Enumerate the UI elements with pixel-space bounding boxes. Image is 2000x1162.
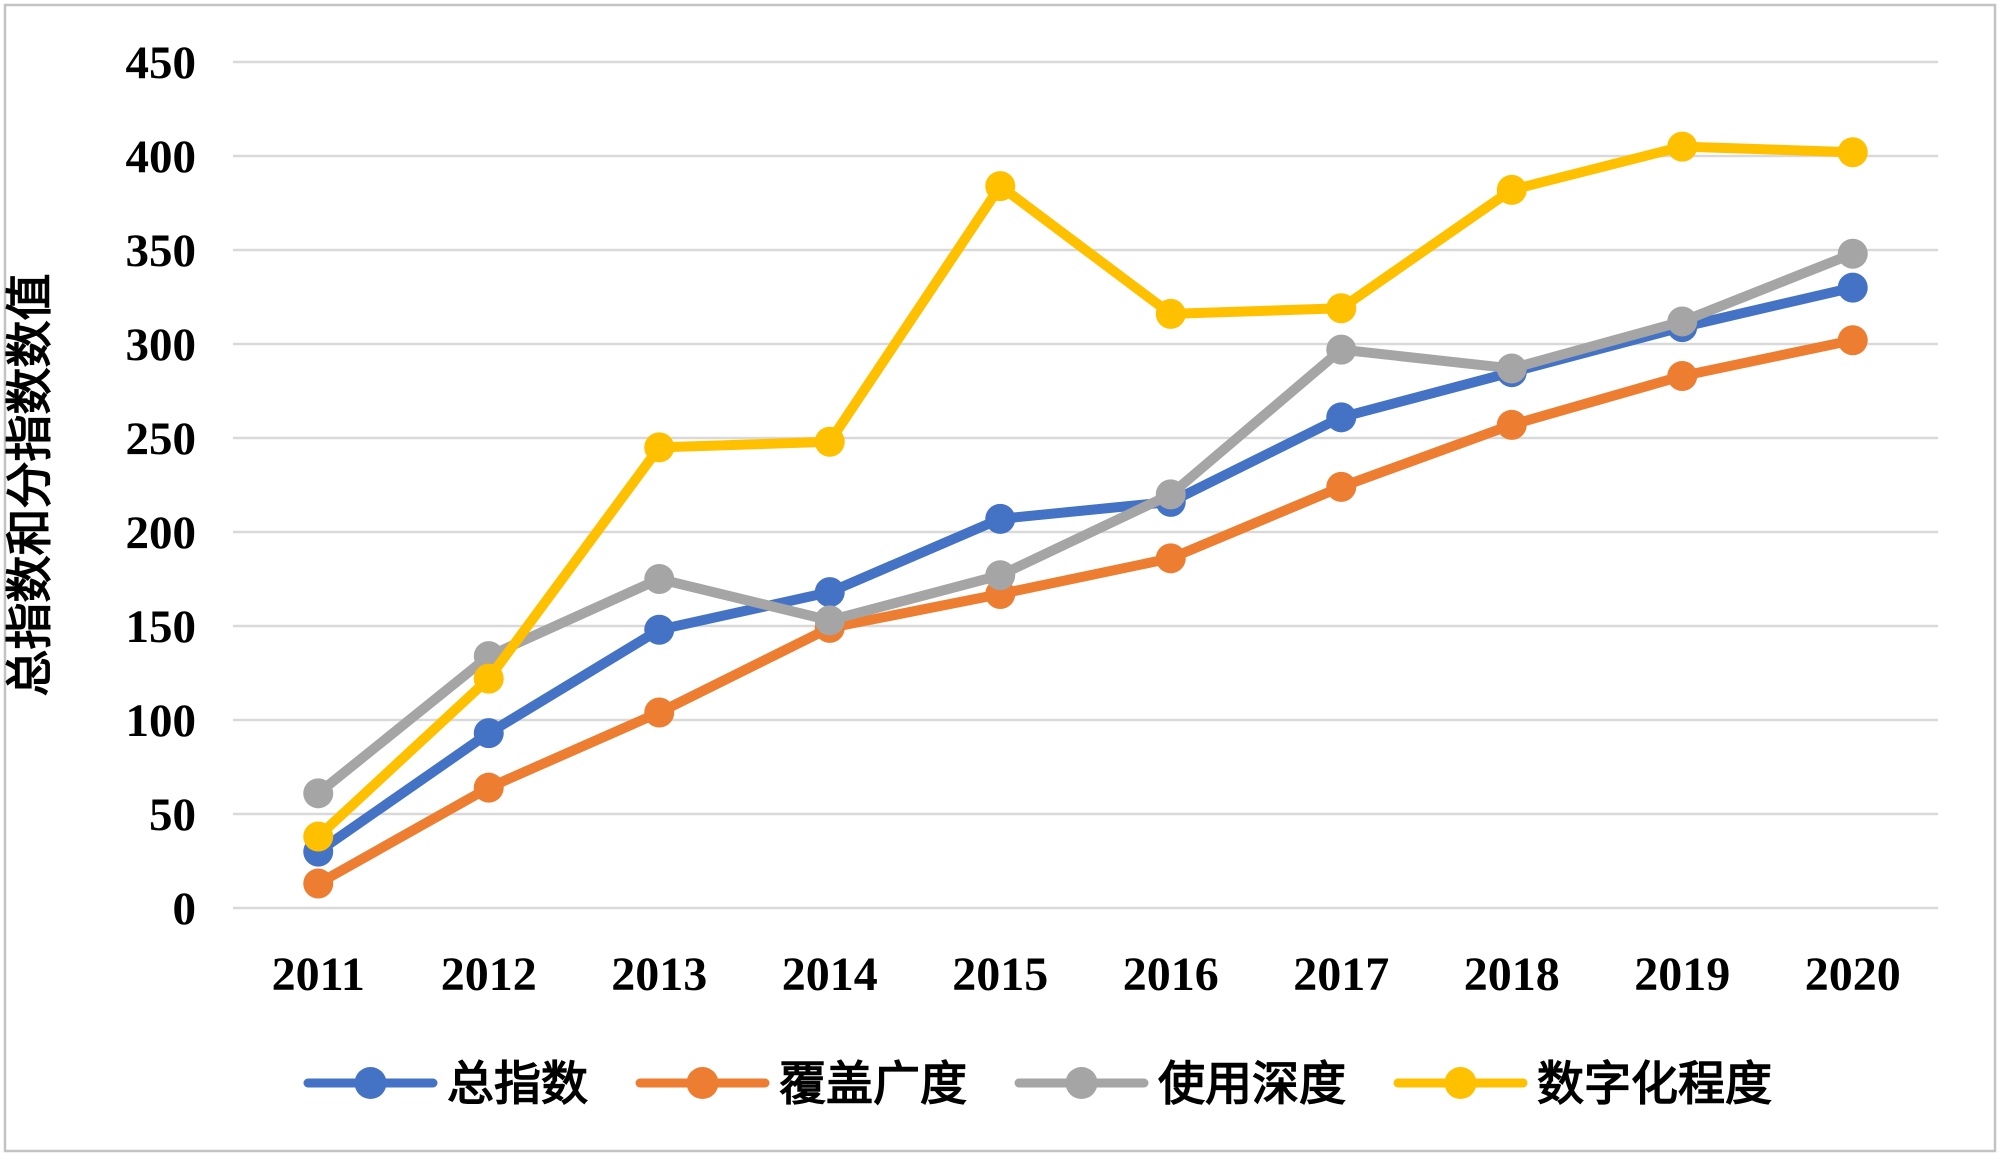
y-tick-label: 50 xyxy=(149,789,196,841)
series-marker xyxy=(1667,131,1698,162)
legend-marker-dot xyxy=(686,1067,719,1099)
series-marker xyxy=(1155,543,1186,574)
y-tick-label: 100 xyxy=(126,695,197,747)
legend-label: 总指数 xyxy=(447,1059,588,1111)
series-marker xyxy=(644,614,675,645)
legend-item: 总指数 xyxy=(303,1059,588,1111)
legend-marker-dot xyxy=(354,1067,387,1099)
chart-legend: 总指数 覆盖广度 使用深度 数字化程度 xyxy=(303,1059,1772,1111)
series-marker xyxy=(303,778,334,809)
x-tick-label: 2017 xyxy=(1293,948,1389,1001)
series-marker xyxy=(303,868,334,899)
series-marker xyxy=(1326,402,1357,433)
figure-border xyxy=(3,3,1997,1153)
series-marker xyxy=(1837,137,1868,168)
y-tick-label: 250 xyxy=(126,413,197,465)
series-line xyxy=(313,335,1858,889)
legend-item: 覆盖广度 xyxy=(635,1059,967,1111)
y-tick-label: 0 xyxy=(173,883,197,935)
y-tick-label: 450 xyxy=(126,37,197,89)
x-tick-label: 2018 xyxy=(1464,948,1560,1001)
series-marker xyxy=(1496,353,1527,384)
y-tick-label: 350 xyxy=(126,225,197,277)
x-tick-label: 2019 xyxy=(1634,948,1730,1001)
x-axis-tick-labels: 2011 2012 2013 2014 2015 2016 2017 2018 2019 2020 xyxy=(272,948,1901,1001)
y-tick-label: 150 xyxy=(126,601,197,653)
x-tick-label: 2016 xyxy=(1123,948,1219,1001)
legend-label: 覆盖广度 xyxy=(779,1059,967,1111)
legend-label: 数字化程度 xyxy=(1537,1059,1772,1111)
series-marker xyxy=(985,560,1016,591)
series-marker xyxy=(1837,325,1868,356)
series-marker xyxy=(1837,238,1868,269)
series-marker xyxy=(644,432,675,463)
x-tick-label: 2014 xyxy=(782,948,878,1001)
legend-marker-dot xyxy=(1444,1067,1477,1099)
series-line xyxy=(313,248,1858,799)
series-marker xyxy=(985,503,1016,534)
y-axis-tick-labels: 0 50 100 150 200 250 300 350 400 450 xyxy=(126,37,197,935)
series-marker xyxy=(1667,306,1698,337)
series-marker xyxy=(985,171,1016,202)
x-tick-label: 2011 xyxy=(272,948,365,1001)
x-tick-label: 2020 xyxy=(1805,948,1901,1001)
series-marker xyxy=(1155,298,1186,329)
y-tick-label: 200 xyxy=(126,507,197,559)
series-marker xyxy=(1326,471,1357,502)
legend-marker-dot xyxy=(1065,1067,1098,1099)
legend-item: 使用深度 xyxy=(1014,1059,1346,1111)
legend-label: 使用深度 xyxy=(1158,1059,1346,1111)
series-marker xyxy=(1496,409,1527,440)
series-2 xyxy=(303,238,1868,809)
y-tick-label: 400 xyxy=(126,131,197,183)
series-marker xyxy=(814,426,845,457)
series-3 xyxy=(303,131,1868,852)
series-marker xyxy=(814,577,845,608)
series-marker xyxy=(1837,272,1868,303)
series-marker xyxy=(473,718,504,749)
y-tick-label: 300 xyxy=(126,319,197,371)
y-axis-title: 总指数和分指数数值 xyxy=(5,274,57,697)
series-0 xyxy=(303,272,1868,867)
series-marker xyxy=(1496,174,1527,205)
legend-item: 数字化程度 xyxy=(1393,1059,1772,1111)
x-tick-label: 2012 xyxy=(441,948,537,1001)
series-marker xyxy=(473,772,504,803)
series-line xyxy=(313,282,1858,857)
series-marker xyxy=(1155,479,1186,510)
series-marker xyxy=(303,821,334,852)
series-layer xyxy=(303,131,1868,899)
series-marker xyxy=(644,697,675,728)
series-line xyxy=(313,141,1858,842)
series-marker xyxy=(1326,293,1357,324)
series-marker xyxy=(1326,334,1357,365)
series-marker xyxy=(473,663,504,694)
series-marker xyxy=(644,564,675,594)
x-tick-label: 2015 xyxy=(952,948,1048,1001)
series-marker xyxy=(1667,360,1698,391)
series-marker xyxy=(814,605,845,636)
x-tick-label: 2013 xyxy=(611,948,707,1001)
